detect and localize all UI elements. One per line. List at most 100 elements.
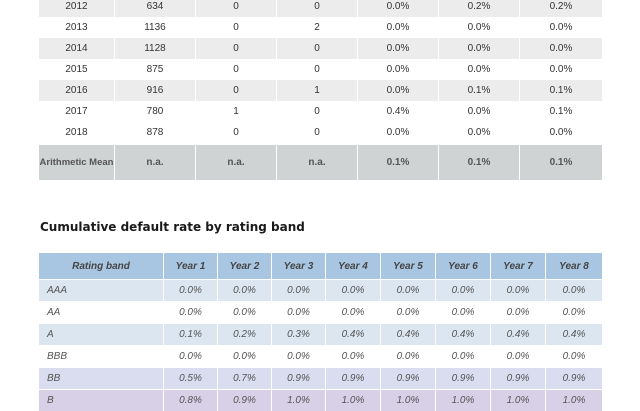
rate-cell: 0.0% [326, 345, 381, 367]
rating-band-cell: AA [39, 301, 164, 323]
rate-cell: 0.0% [546, 279, 602, 301]
rate-cell: 0.0% [381, 279, 436, 301]
cell: 0 [277, 0, 358, 17]
rate-cell: 0.0% [218, 301, 272, 323]
column-header: Year 1 [164, 253, 218, 279]
rate-cell: 1.0% [381, 389, 436, 411]
table-row: 2017 780 1 0 0.4% 0.0% 0.1% [39, 101, 602, 122]
rate-cell: 0.4% [326, 323, 381, 345]
cell: 1 [196, 101, 277, 122]
table-row: B 0.8% 0.9% 1.0% 1.0% 1.0% 1.0% 1.0% 1.0… [39, 389, 602, 411]
rate-cell: 0.2% [218, 323, 272, 345]
rate-cell: 0.4% [491, 323, 546, 345]
count-cell: 916 [115, 80, 196, 101]
rate-cell: 0.0% [381, 345, 436, 367]
rate-cell: 0.9% [326, 367, 381, 389]
table-row: AA 0.0% 0.0% 0.0% 0.0% 0.0% 0.0% 0.0% 0.… [39, 301, 602, 323]
rate-cell: 0.0% [520, 122, 602, 143]
rate-cell: 0.4% [381, 323, 436, 345]
cell: n.a. [115, 143, 196, 180]
year-cell: 2016 [39, 80, 115, 101]
rate-cell: 0.0% [436, 345, 491, 367]
rate-cell: 0.0% [520, 17, 602, 38]
table-row: 2018 878 0 0 0.0% 0.0% 0.0% [39, 122, 602, 143]
cell: 0 [196, 38, 277, 59]
column-header: Rating band [39, 253, 164, 279]
rate-cell: 0.0% [218, 279, 272, 301]
rate-cell: 0.9% [436, 367, 491, 389]
cell: 1 [277, 80, 358, 101]
rate-cell: 1.0% [546, 389, 602, 411]
rate-cell: 0.0% [326, 301, 381, 323]
rate-cell: 0.0% [436, 301, 491, 323]
rate-cell: 0.0% [520, 59, 602, 80]
column-header: Year 8 [546, 253, 602, 279]
rate-cell: 0.0% [358, 0, 439, 17]
cell: 0 [277, 122, 358, 143]
rate-cell: 0.1% [439, 80, 520, 101]
rate-cell: 0.0% [358, 122, 439, 143]
table-row: AAA 0.0% 0.0% 0.0% 0.0% 0.0% 0.0% 0.0% 0… [39, 279, 602, 301]
rate-cell: 0.0% [358, 59, 439, 80]
cell: 0 [277, 101, 358, 122]
rating-band-cell: B [39, 389, 164, 411]
table-row: 2013 1136 0 2 0.0% 0.0% 0.0% [39, 17, 602, 38]
rate-cell: 0.0% [439, 101, 520, 122]
rate-cell: 0.0% [358, 38, 439, 59]
column-header: Year 5 [381, 253, 436, 279]
rate-cell: 1.0% [491, 389, 546, 411]
mean-label: Arithmetic Mean [39, 143, 115, 180]
table-row: 2015 875 0 0 0.0% 0.0% 0.0% [39, 59, 602, 80]
rate-cell: 0.0% [358, 17, 439, 38]
table-row: 2016 916 0 1 0.0% 0.1% 0.1% [39, 80, 602, 101]
annual-default-table: 2012 634 0 0 0.0% 0.2% 0.2% 2013 1136 0 … [39, 0, 602, 180]
rate-cell: 0.9% [272, 367, 326, 389]
rate-cell: 0.7% [218, 367, 272, 389]
cell: 0 [196, 17, 277, 38]
rate-cell: 0.0% [272, 301, 326, 323]
count-cell: 1128 [115, 38, 196, 59]
rate-cell: 1.0% [326, 389, 381, 411]
rate-cell: 0.0% [272, 345, 326, 367]
year-cell: 2014 [39, 38, 115, 59]
year-cell: 2018 [39, 122, 115, 143]
rate-cell: 0.0% [491, 301, 546, 323]
cell: n.a. [196, 143, 277, 180]
cell: 0 [277, 59, 358, 80]
cell: 0 [196, 59, 277, 80]
year-cell: 2012 [39, 0, 115, 17]
rate-cell: 0.0% [439, 17, 520, 38]
count-cell: 878 [115, 122, 196, 143]
rate-cell: 0.8% [164, 389, 218, 411]
rate-cell: 0.1% [439, 143, 520, 180]
rate-cell: 0.0% [491, 279, 546, 301]
rate-cell: 0.0% [546, 301, 602, 323]
rate-cell: 0.0% [546, 345, 602, 367]
rate-cell: 0.0% [520, 38, 602, 59]
year-cell: 2013 [39, 17, 115, 38]
table-row: BBB 0.0% 0.0% 0.0% 0.0% 0.0% 0.0% 0.0% 0… [39, 345, 602, 367]
rate-cell: 1.0% [272, 389, 326, 411]
rate-cell: 0.0% [164, 301, 218, 323]
rate-cell: 0.2% [520, 0, 602, 17]
cell: n.a. [277, 143, 358, 180]
rating-band-cell: AAA [39, 279, 164, 301]
rate-cell: 0.9% [381, 367, 436, 389]
column-header: Year 4 [326, 253, 381, 279]
rate-cell: 0.0% [439, 38, 520, 59]
rate-cell: 0.4% [546, 323, 602, 345]
rate-cell: 0.2% [439, 0, 520, 17]
year-cell: 2015 [39, 59, 115, 80]
header-row: Rating band Year 1 Year 2 Year 3 Year 4 … [39, 253, 602, 279]
rate-cell: 0.9% [218, 389, 272, 411]
rate-cell: 0.4% [358, 101, 439, 122]
column-header: Year 3 [272, 253, 326, 279]
count-cell: 1136 [115, 17, 196, 38]
cumulative-default-table: Rating band Year 1 Year 2 Year 3 Year 4 … [39, 253, 602, 411]
rate-cell: 0.0% [358, 80, 439, 101]
rate-cell: 0.1% [520, 80, 602, 101]
table-row: 2012 634 0 0 0.0% 0.2% 0.2% [39, 0, 602, 17]
cell: 0 [196, 80, 277, 101]
cell: 0 [277, 38, 358, 59]
rate-cell: 0.9% [546, 367, 602, 389]
